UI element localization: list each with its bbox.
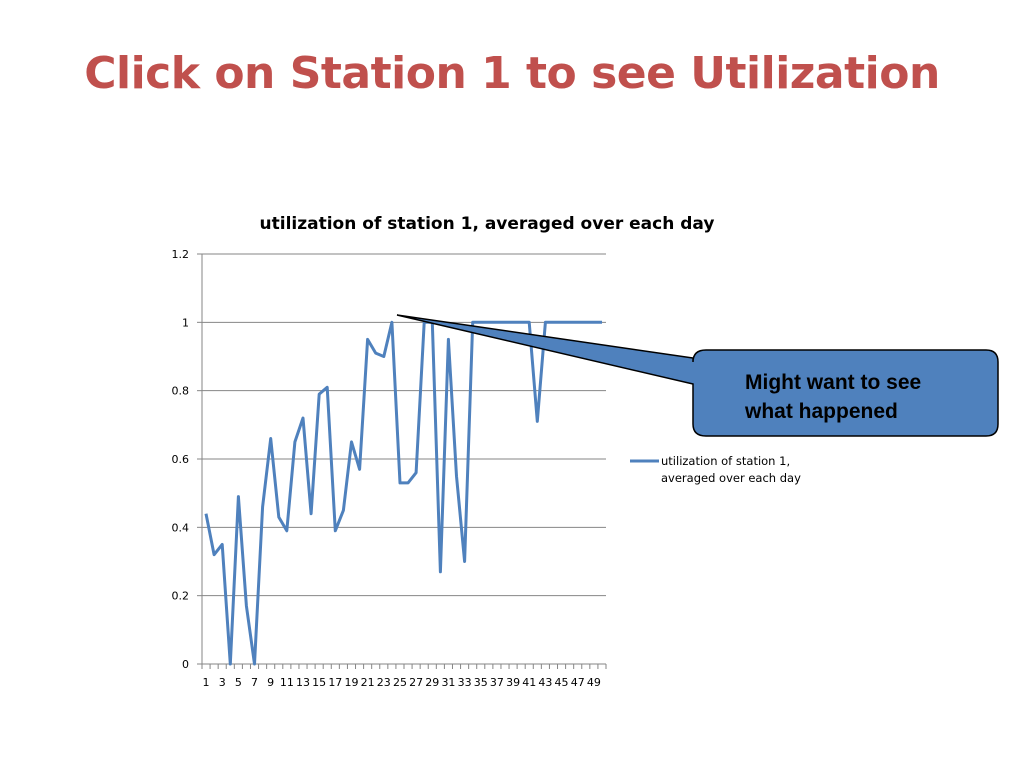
- legend[interactable]: utilization of station 1, averaged over e…: [630, 454, 801, 485]
- series-layer: [204, 320, 602, 666]
- x-tick-label: 7: [251, 676, 258, 689]
- x-tick-label: 29: [425, 676, 439, 689]
- x-tick-label: 31: [441, 676, 455, 689]
- legend-label: utilization of station 1,: [661, 454, 790, 468]
- x-tick-label: 47: [571, 676, 585, 689]
- y-tick-label: 0.6: [172, 453, 190, 466]
- x-tick-label: 9: [267, 676, 274, 689]
- callout: Might want to see what happened: [396, 314, 999, 437]
- x-tick-label: 1: [203, 676, 210, 689]
- callout-shape: [396, 314, 999, 437]
- x-tick-label: 37: [490, 676, 504, 689]
- x-tick-label: 27: [409, 676, 423, 689]
- x-tick-label: 43: [538, 676, 552, 689]
- x-tick-label: 49: [587, 676, 601, 689]
- y-tick-label: 1.2: [172, 248, 190, 261]
- x-tick-label: 35: [474, 676, 488, 689]
- y-tick-label: 1: [182, 316, 189, 329]
- callout-text-line: Might want to see: [745, 371, 921, 394]
- y-tick-label: 0.2: [172, 590, 190, 603]
- callout-text-line: what happened: [744, 400, 898, 423]
- y-tick-label: 0: [182, 658, 189, 671]
- chart-title: utilization of station 1, averaged over …: [260, 214, 715, 234]
- x-tick-label: 13: [296, 676, 310, 689]
- x-tick-label: 21: [361, 676, 375, 689]
- x-tick-label: 19: [344, 676, 358, 689]
- x-tick-label: 15: [312, 676, 326, 689]
- y-tick-label: 0.8: [172, 385, 190, 398]
- x-tick-label: 3: [219, 676, 226, 689]
- x-tick-label: 23: [377, 676, 391, 689]
- series-line[interactable]: [204, 320, 602, 666]
- x-tick-label: 41: [522, 676, 536, 689]
- x-tick-label: 33: [458, 676, 472, 689]
- x-tick-label: 45: [555, 676, 569, 689]
- y-tick-label: 0.4: [172, 521, 190, 534]
- legend-label: averaged over each day: [661, 471, 801, 485]
- x-tick-label: 17: [328, 676, 342, 689]
- x-tick-label: 11: [280, 676, 294, 689]
- x-tick-label: 5: [235, 676, 242, 689]
- x-tick-label: 25: [393, 676, 407, 689]
- axes: 00.20.40.60.811.21 3 5 7 9 11 13 15 17 19 21 23 25 27…: [172, 248, 607, 689]
- x-tick-label: 39: [506, 676, 520, 689]
- slide-title: Click on Station 1 to see Utilization: [84, 48, 940, 99]
